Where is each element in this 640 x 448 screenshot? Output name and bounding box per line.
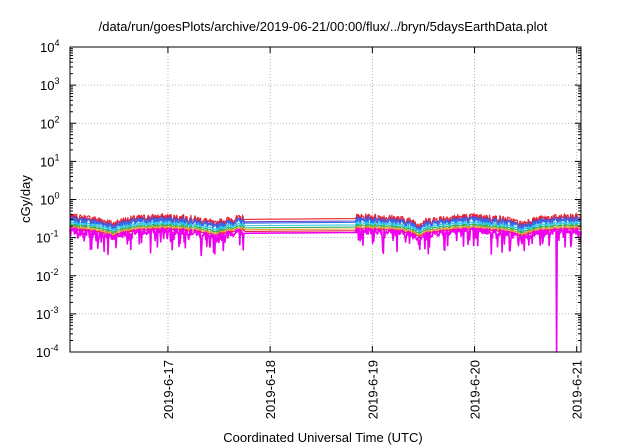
series-line [69, 217, 582, 232]
x-tick-label: 2019-6-19 [365, 360, 380, 419]
series-line [69, 221, 582, 233]
y-tick-label: 101 [40, 152, 59, 169]
x-axis-label: Coordinated Universal Time (UTC) [223, 430, 422, 445]
y-tick-label: 10-2 [36, 267, 58, 284]
series-line [69, 225, 582, 237]
y-tick-label: 10-3 [36, 305, 58, 322]
series-line [69, 223, 582, 235]
grid [70, 47, 581, 352]
y-axis-label: cGy/day [18, 175, 33, 223]
series-line [69, 213, 582, 229]
y-tick-label: 102 [40, 114, 59, 131]
x-tick-label: 2019-6-17 [161, 360, 176, 419]
series-line [69, 215, 582, 231]
axes: 10-4 10-3 10-2 10-1 100 101 102 103 104 2019-6-17… [36, 38, 585, 419]
x-tick-label: 2019-6-21 [570, 360, 585, 419]
chart-title: /data/run/goesPlots/archive/2019-06-21/0… [99, 19, 548, 34]
y-tick-label: 103 [40, 76, 59, 93]
y-tick-label: 100 [40, 191, 59, 208]
y-tick-label: 10-4 [36, 343, 58, 360]
series-line [69, 227, 582, 353]
y-tick-label: 104 [40, 38, 59, 55]
series-layer [69, 213, 582, 353]
x-tick-label: 2019-6-20 [468, 360, 483, 419]
y-tick-label: 10-1 [36, 229, 58, 246]
x-tick-label: 2019-6-18 [263, 360, 278, 419]
